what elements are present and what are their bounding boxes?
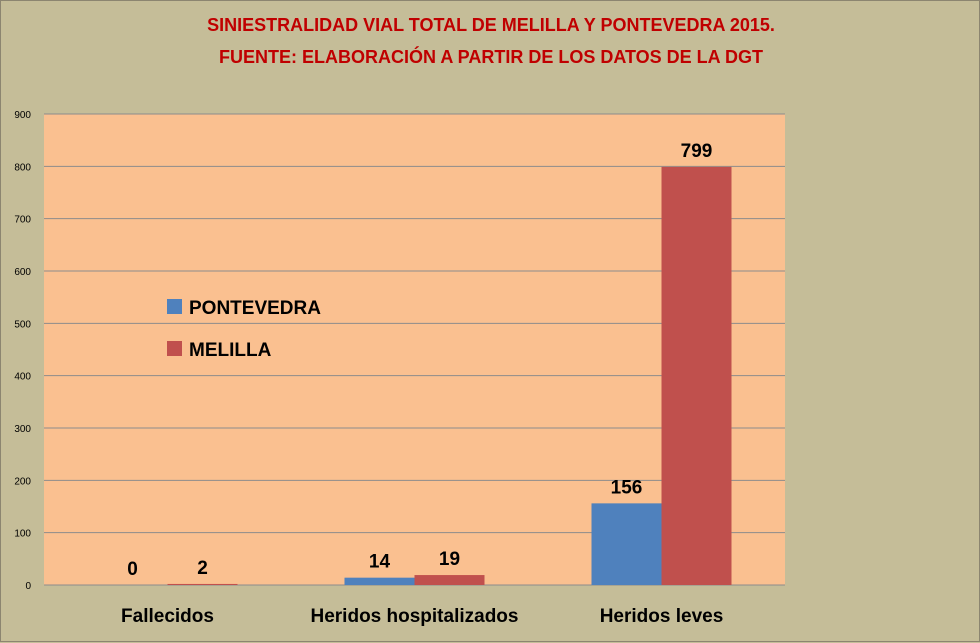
legend-swatch-melilla [167, 341, 182, 356]
legend-label: PONTEVEDRA [189, 298, 321, 319]
x-tick-label: Heridos leves [600, 606, 724, 627]
y-tick-label: 200 [14, 476, 31, 487]
y-tick-label: 500 [14, 319, 31, 330]
legend: PONTEVEDRA MELILLA [167, 298, 321, 361]
bar-pontevedra-2 [591, 503, 662, 585]
data-labels: 0 2 14 19 156 799 [127, 141, 712, 580]
bar-melilla-1 [414, 575, 485, 585]
data-label: 14 [369, 552, 391, 573]
chart-title: SINIESTRALIDAD VIAL TOTAL DE MELILLA Y P… [207, 15, 775, 35]
legend-label: MELILLA [189, 340, 272, 361]
data-label: 0 [127, 559, 138, 580]
y-axis-ticks: 0 100 200 300 400 500 600 700 800 900 [14, 110, 31, 592]
data-label: 156 [611, 477, 643, 498]
y-tick-label: 900 [14, 110, 31, 121]
bars [167, 166, 732, 585]
y-tick-label: 300 [14, 424, 31, 435]
data-label: 799 [681, 141, 713, 162]
x-tick-label: Heridos hospitalizados [311, 606, 519, 627]
legend-swatch-pontevedra [167, 299, 182, 314]
x-axis-ticks: Fallecidos Heridos hospitalizados Heridos … [121, 606, 723, 627]
y-tick-label: 0 [25, 581, 31, 592]
bar-melilla-2 [661, 166, 732, 585]
data-label: 19 [439, 549, 460, 570]
y-tick-label: 600 [14, 267, 31, 278]
x-tick-label: Fallecidos [121, 606, 214, 627]
y-tick-label: 100 [14, 529, 31, 540]
chart-subtitle: FUENTE: ELABORACIÓN A PARTIR DE LOS DATO… [219, 46, 763, 67]
y-tick-label: 400 [14, 372, 31, 383]
y-tick-label: 700 [14, 215, 31, 226]
bar-melilla-0 [167, 583, 238, 585]
data-label: 2 [197, 558, 208, 579]
y-tick-label: 800 [14, 162, 31, 173]
bar-pontevedra-1 [344, 577, 415, 585]
